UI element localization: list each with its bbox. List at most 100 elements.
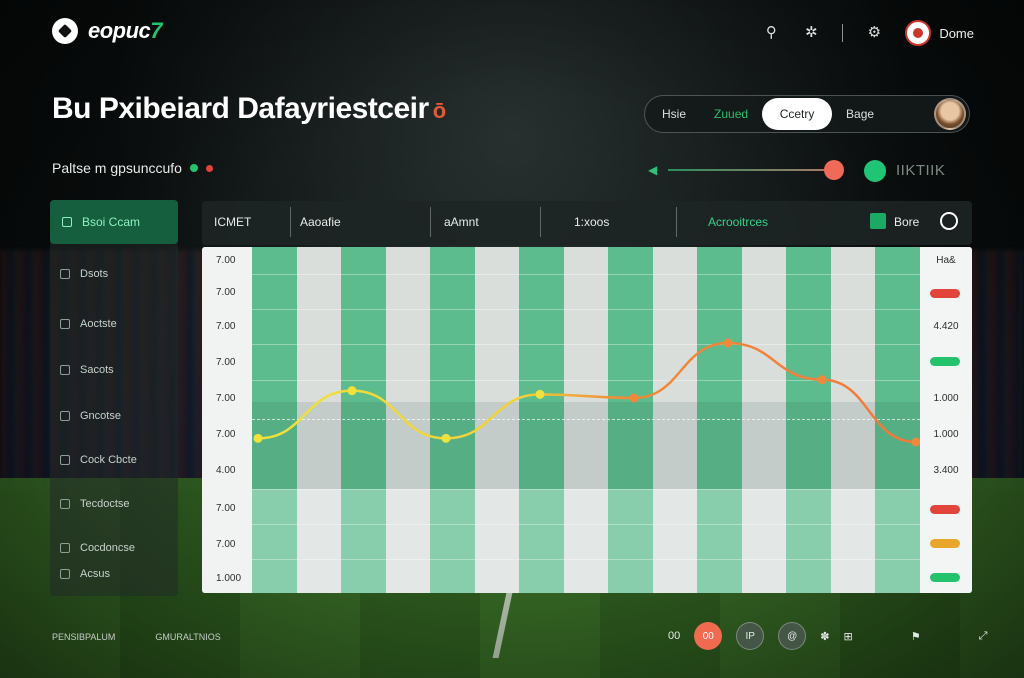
y-tick-label: 7.00 xyxy=(216,539,236,550)
record-button[interactable]: 00 xyxy=(694,622,723,650)
highlight-band xyxy=(252,402,920,489)
settings-button[interactable]: @ xyxy=(778,622,807,650)
sidebar-item-label: Bsoi Ccam xyxy=(82,215,141,229)
flag-icon[interactable]: ⚑ xyxy=(910,630,921,643)
tab-0[interactable]: Hsie xyxy=(662,107,687,121)
grid-icon[interactable]: ⊞ xyxy=(843,630,853,643)
summary-value: 3.400 xyxy=(933,465,959,476)
search-icon[interactable]: ⚲ xyxy=(765,24,777,41)
football-icon xyxy=(52,18,78,44)
data-point[interactable] xyxy=(253,433,263,443)
status-pill xyxy=(930,573,960,582)
status-dot-green xyxy=(189,164,198,172)
chart-column xyxy=(830,247,876,593)
footer-item[interactable]: GMURALTNIOS xyxy=(155,632,221,642)
team-icon xyxy=(60,319,70,329)
column-header[interactable]: aAmnt xyxy=(444,215,479,229)
lower-band xyxy=(252,489,920,593)
tab-1[interactable]: Zuued xyxy=(714,107,749,121)
match-icon xyxy=(60,365,70,375)
football-icon[interactable]: ✽ xyxy=(820,630,830,643)
column-divider xyxy=(290,207,291,237)
tab-3[interactable]: Bage xyxy=(846,107,875,121)
summary-value: 4.420 xyxy=(933,321,959,332)
league-icon xyxy=(60,411,70,421)
sidebar-item-7[interactable]: Cocdoncse xyxy=(60,542,135,554)
y-axis: 7.00 7.00 7.00 7.00 7.00 7.00 4.00 7.00 … xyxy=(202,247,252,593)
sidebar-item-label: Cock Cbcte xyxy=(80,454,137,466)
sidebar-item-active[interactable]: Bsoi Ccam xyxy=(50,200,178,244)
summary-header: Ha& xyxy=(936,255,956,266)
calendar-icon xyxy=(60,455,70,465)
status-pill xyxy=(930,539,960,548)
pause-button[interactable]: IP xyxy=(736,622,765,650)
control-label[interactable]: 00 xyxy=(668,630,681,642)
chart-column xyxy=(519,247,565,593)
sidebar-item-4[interactable]: Gncotse xyxy=(60,410,121,422)
football-icon[interactable] xyxy=(940,212,958,230)
summary-column: Ha& 4.420 1.000 1.000 3.400 xyxy=(920,247,972,593)
grid-line xyxy=(252,524,920,525)
y-tick-label: 1.000 xyxy=(216,573,242,584)
app-logo[interactable]: eopuc7 xyxy=(52,18,163,44)
slider-track[interactable] xyxy=(668,169,836,171)
profile-avatar[interactable] xyxy=(934,98,966,130)
y-tick-label: 7.00 xyxy=(216,357,236,368)
sidebar-item-label: Sacots xyxy=(80,364,114,376)
share-icon[interactable]: ✲ xyxy=(805,24,818,41)
settings-icon[interactable]: ⚙ xyxy=(867,24,882,41)
column-header[interactable]: ICMET xyxy=(214,215,252,229)
chart-column xyxy=(385,247,431,593)
account-icon xyxy=(60,569,70,579)
sidebar-item-3[interactable]: Sacots xyxy=(60,364,114,376)
data-point[interactable] xyxy=(347,386,357,396)
slider-label: IIKTIIK xyxy=(896,162,946,179)
fullscreen-icon[interactable]: ⤢ xyxy=(978,629,988,642)
user-menu[interactable]: Dome xyxy=(905,20,974,46)
sidebar-item-label: Acsus xyxy=(80,568,110,580)
volume-icon: ◀ xyxy=(648,163,658,177)
sidebar-item-label: Aoctste xyxy=(80,318,117,330)
chart-column xyxy=(608,247,654,593)
chart-column xyxy=(875,247,921,593)
sidebar-item-1[interactable]: Dsots xyxy=(60,268,108,280)
data-point[interactable] xyxy=(441,433,451,443)
column-header[interactable]: Bore xyxy=(894,215,920,229)
sidebar-item-label: Gncotse xyxy=(80,410,121,422)
summary-value: 1.000 xyxy=(933,393,959,404)
footer-item[interactable]: PENSIBPALUM xyxy=(52,632,116,642)
grid-line xyxy=(252,559,920,560)
sidebar-item-5[interactable]: Cock Cbcte xyxy=(60,454,137,466)
sidebar-item-6[interactable]: Tecdoctse xyxy=(60,498,130,510)
tab-2[interactable]: Ccetry xyxy=(762,98,833,130)
data-point[interactable] xyxy=(911,437,921,447)
sidebar: Bsoi Ccam Dsots Aoctste Sacots Gncotse C… xyxy=(50,200,178,596)
column-header[interactable]: Acrooitrces xyxy=(708,215,769,229)
data-point[interactable] xyxy=(817,375,827,385)
line-chart xyxy=(253,338,921,447)
grid-line xyxy=(252,274,920,275)
page-subtitle: Paltse m gpsunccufo xyxy=(52,160,213,176)
sidebar-item-8[interactable]: Acsus xyxy=(60,568,110,580)
grid-line xyxy=(252,380,920,381)
logo-text: eopuc7 xyxy=(88,18,163,43)
data-point[interactable] xyxy=(535,389,545,399)
grid-line xyxy=(252,489,920,490)
settings-icon xyxy=(60,543,70,553)
column-header[interactable]: Aaoafie xyxy=(300,215,341,229)
chart-column xyxy=(252,247,298,593)
summary-value: 1.000 xyxy=(933,429,959,440)
y-tick-label: 7.00 xyxy=(216,429,236,440)
toolbar-divider xyxy=(842,24,844,42)
data-point[interactable] xyxy=(629,393,639,403)
slider-knob[interactable] xyxy=(824,160,844,180)
chart-column xyxy=(563,247,609,593)
playback-controls: 00 00 IP @ ✽ ⊞ ⚑ ⤢ xyxy=(668,622,987,650)
filter-badge-icon[interactable] xyxy=(870,213,886,229)
sidebar-item-2[interactable]: Aoctste xyxy=(60,318,117,330)
toggle-knob[interactable] xyxy=(864,160,886,182)
y-tick-label: 4.00 xyxy=(216,465,236,476)
data-point[interactable] xyxy=(723,338,733,348)
column-divider xyxy=(540,207,541,237)
column-header[interactable]: 1:xoos xyxy=(574,215,610,229)
